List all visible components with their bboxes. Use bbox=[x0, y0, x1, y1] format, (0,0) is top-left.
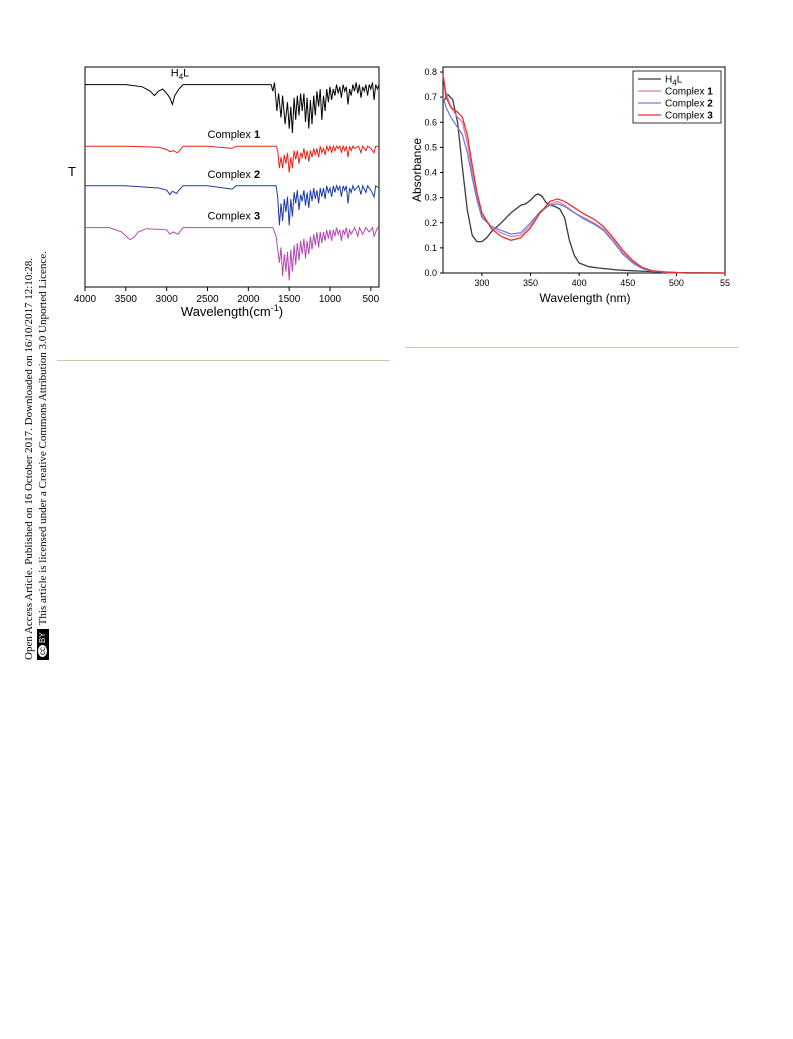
sidebar-line-publication: Open Access Article. Published on 16 Oct… bbox=[23, 257, 35, 660]
ir-x-tick-label: 500 bbox=[362, 294, 379, 305]
uv-y-tick-label: 0.3 bbox=[424, 193, 437, 203]
uv-y-tick-label: 0.5 bbox=[424, 142, 437, 152]
ir-x-tick-label: 1000 bbox=[319, 294, 342, 305]
ir-x-axis-label-main: Wavelength(cm bbox=[181, 304, 271, 319]
uv-y-tick-label: 0.8 bbox=[424, 67, 437, 77]
ir-trace-label-1: H4L bbox=[171, 68, 190, 82]
uv-series-line-4 bbox=[442, 74, 725, 274]
uv-y-axis-label: Absorbance bbox=[410, 138, 424, 202]
ir-x-axis-label-end: ) bbox=[279, 304, 283, 319]
uv-x-tick-label: 55 bbox=[720, 278, 730, 288]
ir-series-group bbox=[85, 82, 380, 281]
uv-x-axis-label: Wavelength (nm) bbox=[540, 291, 631, 305]
uv-y-tick-label: 0.0 bbox=[424, 268, 437, 278]
uv-y-tick-label: 0.4 bbox=[424, 168, 437, 178]
right-figure-divider bbox=[405, 347, 738, 348]
uv-y-tick-label: 0.6 bbox=[424, 117, 437, 127]
uv-x-tick-label: 300 bbox=[474, 278, 489, 288]
ir-x-tick-label: 3500 bbox=[115, 294, 138, 305]
ir-x-tick-label: 2000 bbox=[237, 294, 260, 305]
open-access-sidebar: Open Access Article. Published on 16 Oct… bbox=[22, 220, 62, 660]
ir-x-tick-label: 3000 bbox=[156, 294, 179, 305]
ir-x-axis-label-sup: -1 bbox=[271, 303, 279, 313]
ir-y-axis-label: T bbox=[68, 164, 76, 179]
ir-x-tick-label: 2500 bbox=[196, 294, 219, 305]
uv-x-tick-label: 350 bbox=[523, 278, 538, 288]
sidebar-line-licence: cc BY This article is licensed under a Cre… bbox=[36, 220, 50, 660]
ir-spectrum-chart: 4000 3500 3000 2500 2000 1500 1000 500 H4L Compl… bbox=[68, 66, 380, 319]
uv-y-tick-label: 0.7 bbox=[424, 92, 437, 102]
uv-y-tick-label: 0.2 bbox=[424, 218, 437, 228]
ir-x-ticks: 4000 3500 3000 2500 2000 1500 1000 500 bbox=[74, 287, 380, 305]
uv-y-tick-label: 0.1 bbox=[424, 243, 437, 253]
uv-legend-label: Complex 1 bbox=[665, 87, 713, 98]
left-figure-divider bbox=[57, 360, 390, 361]
uv-series-line-3 bbox=[442, 96, 725, 274]
uv-axis-ticks: 0.0 0.1 0.2 0.3 0.4 0.5 0.6 0.7 0.8 300 350 400 450 5… bbox=[424, 67, 730, 288]
ir-series-line-2 bbox=[85, 144, 379, 173]
uv-legend-box bbox=[632, 70, 722, 124]
ir-x-axis-label: Wavelength(cm-1) bbox=[181, 303, 283, 319]
ir-series-line-1 bbox=[85, 82, 380, 134]
ir-x-tick-label: 4000 bbox=[74, 294, 97, 305]
uv-series-group bbox=[442, 74, 726, 274]
uv-series-line-1 bbox=[442, 93, 726, 274]
cc-by-license-icon[interactable]: cc BY bbox=[37, 629, 50, 660]
uv-legend-label: Complex 2 bbox=[665, 99, 713, 110]
cc-label: cc bbox=[38, 645, 48, 657]
uv-legend-label: H4L bbox=[665, 75, 683, 88]
ir-trace-label-2: Complex 1 bbox=[208, 129, 261, 141]
by-label: BY bbox=[38, 632, 48, 643]
uv-vis-chart: 0.0 0.1 0.2 0.3 0.4 0.5 0.6 0.7 0.8 300 350 400 450 5… bbox=[410, 66, 730, 305]
ir-trace-label-4: Complex 3 bbox=[208, 211, 261, 223]
licence-text: This article is licensed under a Creativ… bbox=[37, 251, 49, 626]
uv-plot-frame bbox=[442, 66, 726, 274]
uv-x-tick-label: 500 bbox=[669, 278, 684, 288]
ir-trace-labels: H4L Complex 1 Complex 2 Complex 3 bbox=[171, 68, 260, 223]
uv-x-tick-label: 400 bbox=[572, 278, 587, 288]
ir-series-line-4 bbox=[85, 226, 379, 281]
ir-x-tick-label: 1500 bbox=[278, 294, 301, 305]
ir-trace-label-3: Complex 2 bbox=[208, 169, 261, 181]
uv-legend-label: Complex 3 bbox=[665, 111, 713, 122]
ir-plot-frame bbox=[84, 66, 380, 288]
ir-series-line-3 bbox=[85, 184, 380, 226]
uv-x-tick-label: 450 bbox=[620, 278, 635, 288]
